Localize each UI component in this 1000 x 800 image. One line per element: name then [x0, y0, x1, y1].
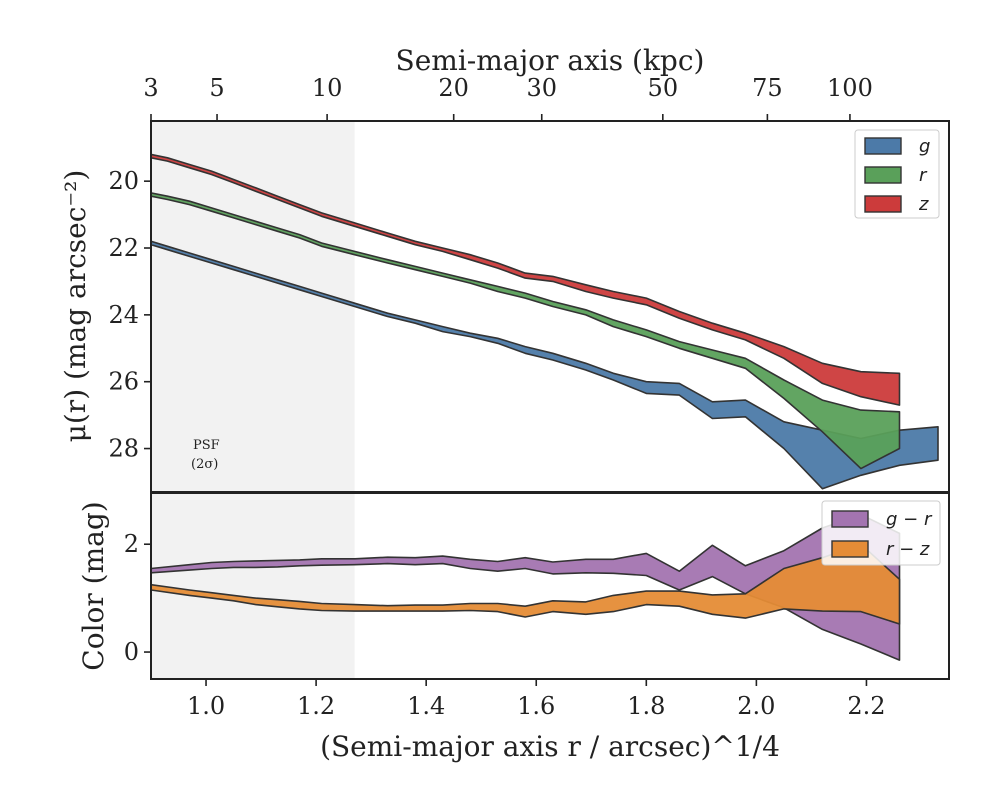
bottom-panel-y-axis-title: Color (mag): [77, 501, 110, 670]
x-axis-title: (Semi-major axis r / arcsec)^1/4: [320, 730, 780, 763]
legend-label: g: [919, 136, 930, 157]
top-panel-y-axis-title: μ(r) (mag arcsec⁻²): [59, 170, 92, 443]
top-axis-title: Semi-major axis (kpc): [396, 44, 705, 77]
psf-shaded-region-top: [151, 121, 355, 492]
psf-annotation-line1: PSF: [193, 438, 220, 453]
x-axis-tick-label: 1.4: [407, 692, 445, 720]
band-g---r: [151, 513, 901, 661]
legend-color: g − r r − z: [821, 500, 941, 566]
bottom-panel-y-tick-label: 0: [124, 638, 139, 666]
band-r---z: [151, 543, 901, 625]
top-axis-tick-label: 30: [526, 74, 557, 102]
x-axis-tick-label: 1.0: [187, 692, 225, 720]
bottom-panel-y-tick-label: 2: [124, 530, 139, 558]
top-axis-tick-label: 10: [312, 74, 343, 102]
top-axis-tick-label: 100: [827, 74, 873, 102]
x-axis-tick-label: 2.2: [847, 692, 885, 720]
band-r: [151, 192, 901, 470]
psf-shaded-region-bottom: [151, 493, 355, 679]
legend-swatch: [864, 166, 902, 184]
legend-swatch: [831, 510, 869, 528]
x-axis-tick-label: 1.2: [297, 692, 335, 720]
x-axis-tick-label: 1.6: [517, 692, 555, 720]
legend-label: r − z: [886, 539, 930, 560]
top-panel-y-tick-label: 22: [108, 234, 139, 262]
top-axis-tick-label: 5: [209, 74, 224, 102]
band-z: [151, 153, 901, 406]
axis-ticks: 3 5 10 20 30 50 75 100 20 22 24 26 28 0 2 1.0 1.2 1.4 1.6 1…: [108, 74, 885, 720]
legend-swatch: [864, 195, 902, 213]
x-axis-tick-label: 1.8: [627, 692, 665, 720]
top-axis-tick-label: 50: [648, 74, 679, 102]
legend-label: g − r: [886, 509, 933, 530]
top-panel-y-tick-label: 26: [108, 368, 139, 396]
surface-brightness-bands: [151, 153, 939, 490]
top-panel-y-tick-label: 28: [108, 435, 139, 463]
band-g: [151, 240, 939, 490]
bottom-panel-frame: [150, 492, 950, 680]
top-axis-tick-label: 75: [752, 74, 783, 102]
legend-label: z: [918, 194, 929, 215]
top-panel-y-tick-label: 24: [108, 301, 139, 329]
legend-surface-brightness: grz: [854, 129, 940, 219]
x-axis-tick-label: 2.0: [737, 692, 775, 720]
top-axis-tick-label: 3: [143, 74, 158, 102]
top-panel-y-tick-label: 20: [108, 167, 139, 195]
legend-swatch: [864, 137, 902, 155]
color-bands: [151, 513, 901, 661]
psf-annotation-line2: (2σ): [191, 457, 218, 472]
legend-swatch: [831, 540, 869, 558]
legend-label: r: [919, 165, 928, 186]
top-axis-tick-label: 20: [438, 74, 469, 102]
